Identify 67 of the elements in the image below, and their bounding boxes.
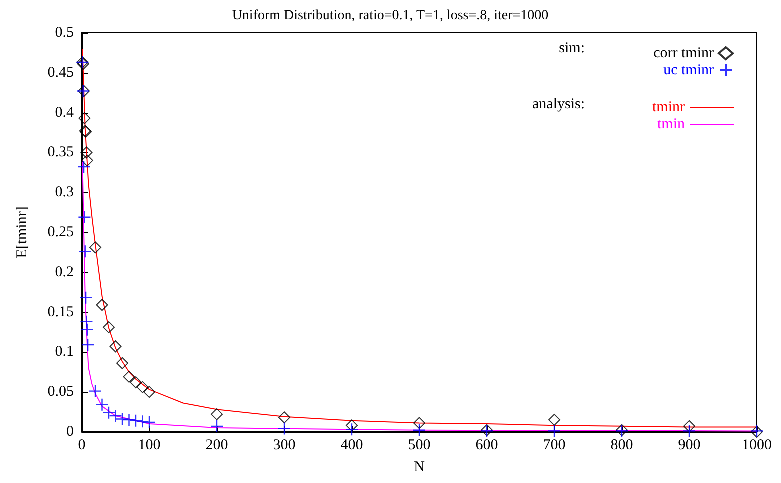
point (211, 408, 223, 420)
x-tick-label: 500 (408, 438, 431, 454)
point (110, 340, 122, 353)
annotation: analysis: (532, 96, 586, 112)
point (103, 321, 115, 334)
y-tick-label: 0.15 (48, 304, 74, 320)
point (123, 370, 136, 383)
point (80, 146, 93, 159)
point (136, 415, 150, 428)
chart-title: Uniform Distribution, ratio=0.1, T=1, loss=.8, iter=1000 (232, 8, 549, 24)
legend-label: tminr (652, 100, 685, 116)
point (412, 424, 426, 438)
y-tick-label: 0.45 (48, 64, 74, 81)
point (79, 291, 93, 305)
point (210, 420, 224, 434)
point (684, 420, 696, 432)
x-tick-label: 100 (138, 438, 161, 454)
point (345, 423, 359, 436)
x-axis-title: N (414, 460, 426, 476)
y-tick-label: 0.35 (48, 144, 74, 161)
x-tick-label: 0 (78, 438, 86, 454)
point (90, 242, 102, 254)
point (136, 381, 149, 394)
annotation: sim: (559, 40, 586, 56)
point (122, 413, 136, 427)
y-tick-label: 0.5 (55, 25, 74, 41)
x-tick-label: 900 (678, 438, 701, 454)
point (129, 414, 143, 428)
point (80, 315, 94, 328)
y-tick-label: 0.1 (55, 344, 74, 360)
point (78, 112, 91, 124)
point (548, 414, 560, 426)
y-tick-label: 0 (66, 424, 74, 440)
y-tick-label: 0.3 (55, 184, 74, 201)
x-tick-label: 300 (273, 438, 296, 454)
point (548, 424, 562, 438)
point (278, 422, 292, 436)
y-tick-label: 0.05 (48, 384, 74, 400)
x-tick-label: 200 (206, 438, 228, 454)
y-tick-label: 0.25 (48, 224, 74, 240)
legend-label: uc tminr (664, 62, 714, 78)
y-tick-label: 0.4 (55, 104, 74, 121)
x-tick-label: 700 (543, 438, 566, 454)
legend-label: tmin (657, 116, 686, 132)
point (77, 160, 91, 174)
point (96, 299, 108, 312)
point (116, 357, 128, 370)
x-tick-label: 1000 (742, 438, 772, 454)
point (414, 417, 426, 430)
point (130, 376, 142, 389)
point (78, 245, 92, 258)
x-tick-label: 600 (476, 438, 498, 454)
point (81, 154, 94, 167)
x-tick-label: 800 (610, 438, 634, 454)
x-tick-label: 400 (340, 438, 364, 454)
point (88, 384, 102, 398)
point (142, 416, 156, 430)
point (144, 386, 156, 398)
point (278, 412, 290, 424)
point (682, 424, 696, 438)
point (346, 420, 358, 432)
legend-label: corr tminr (654, 46, 714, 62)
point (78, 210, 92, 224)
y-axis-title: E[tminr] (14, 206, 30, 258)
y-tick-label: 0.2 (55, 264, 74, 280)
point (81, 338, 95, 352)
point (80, 323, 94, 336)
